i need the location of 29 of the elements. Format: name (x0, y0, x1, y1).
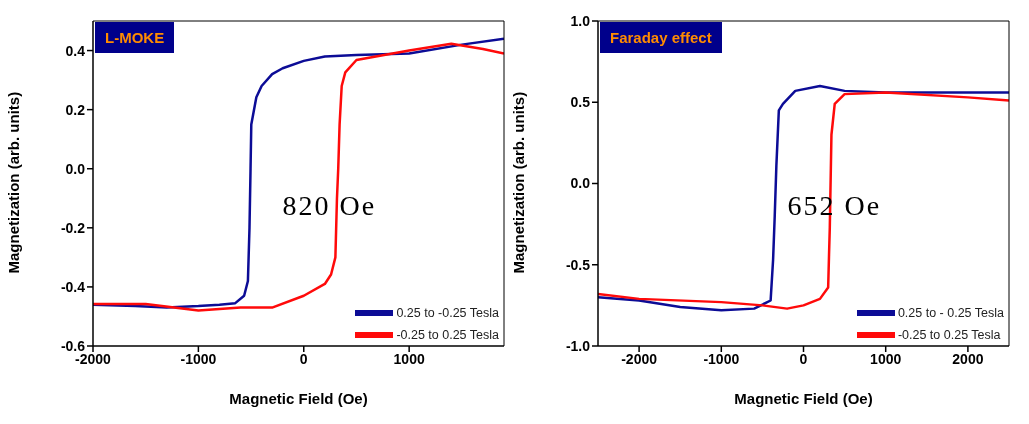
legend-label: -0.25 to 0.25 Tesla (396, 327, 499, 344)
legend-label: 0.25 to -0.25 Tesla (396, 305, 499, 322)
x-axis-title: Magnetic Field (Oe) (734, 390, 873, 407)
y-tick-label: -0.2 (60, 219, 86, 236)
y-tick-label: 0.5 (570, 94, 591, 111)
x-tick-label: -2000 (621, 350, 658, 367)
text: L-MOKE (95, 22, 175, 53)
y-tick-label: 0.0 (570, 175, 591, 192)
x-tick-label: 0 (299, 350, 308, 367)
x-tick-label: 1000 (393, 350, 425, 367)
x-tick-label: -1000 (180, 350, 217, 367)
y-tick-label: 0.2 (65, 101, 86, 118)
y-tick-label: -1.0 (565, 337, 591, 354)
text: Faraday effect (600, 22, 722, 53)
annotation: 820 Oe (282, 190, 377, 222)
y-tick-label: -0.5 (565, 256, 591, 273)
y-tick-label: -0.4 (60, 278, 86, 295)
y-axis-title: Magnetization (arb. units) (5, 91, 23, 274)
y-axis-title: Magnetization (arb. units) (510, 91, 528, 274)
x-tick-label: 0 (799, 350, 808, 367)
legend-label: -0.25 to 0.25 Tesla (897, 327, 1001, 344)
x-tick-label: 2000 (952, 350, 984, 367)
x-tick-label: 1000 (870, 350, 902, 367)
legend-label: 0.25 to - 0.25 Tesla (897, 305, 1004, 322)
y-tick-label: 1.0 (570, 12, 591, 29)
y-tick-label: 0.0 (65, 160, 86, 177)
y-tick-label: 0.4 (65, 42, 86, 59)
x-tick-label: -1000 (703, 350, 740, 367)
x-axis-title: Magnetic Field (Oe) (229, 390, 368, 407)
